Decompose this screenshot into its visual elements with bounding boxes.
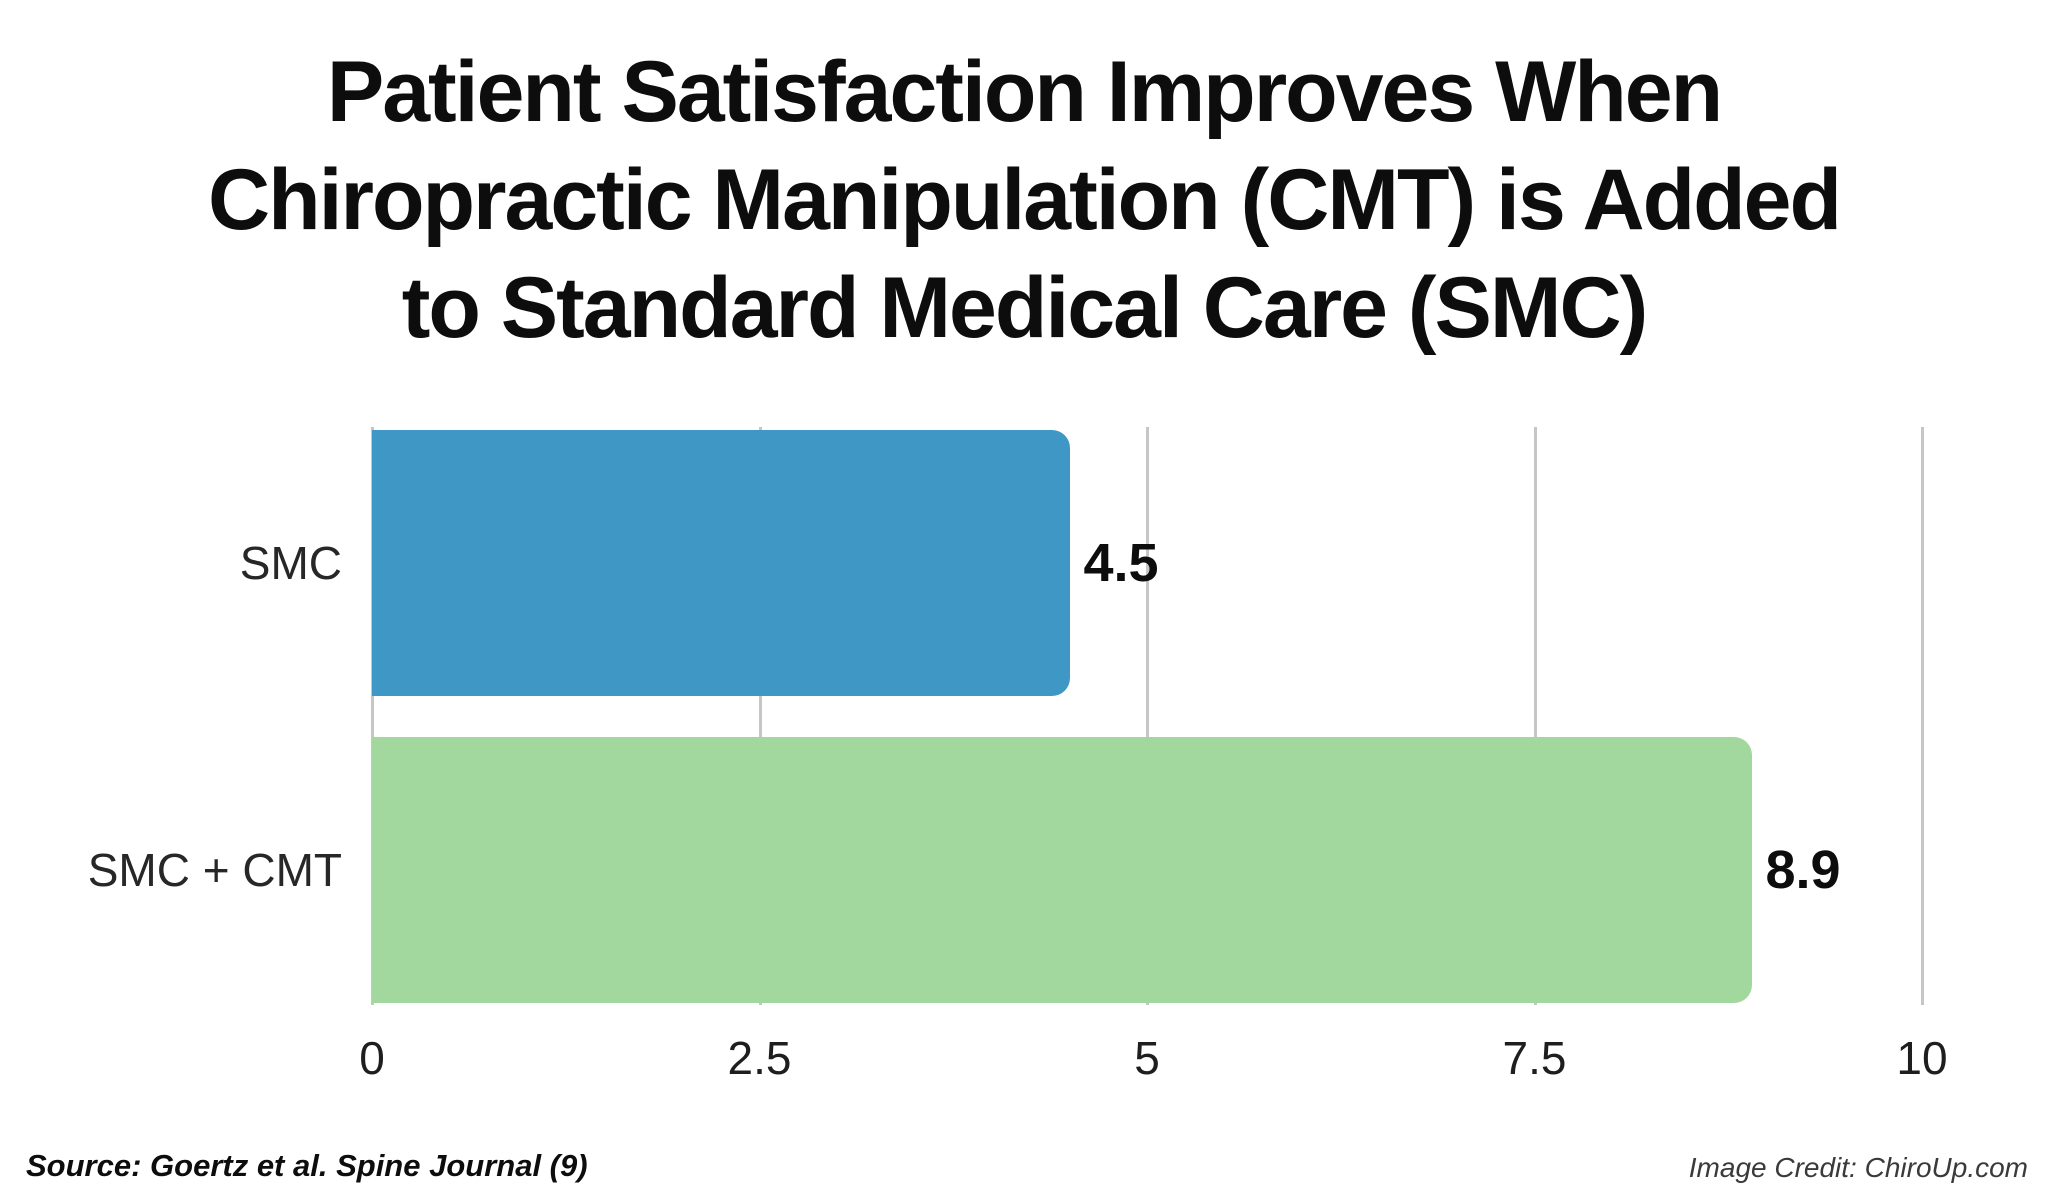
x-axis: 0 2.5 5 7.5 10 <box>359 1028 1947 1088</box>
gridline-0 <box>371 427 374 1005</box>
x-tick-label-5: 5 <box>1134 1032 1160 1084</box>
image-credit-text: Image Credit: ChiroUp.com <box>1688 1152 2028 1183</box>
x-tick-label-0: 0 <box>359 1032 385 1084</box>
bar-row-smc: 4.5 <box>372 430 1922 696</box>
source-text: Source: Goertz et al. Spine Journal (9) <box>26 1148 588 1183</box>
bar-row-smc-cmt: 8.9 <box>372 737 1922 1003</box>
chart-title-line-3: to Standard Medical Care (SMC) <box>401 260 1649 356</box>
gridline-5 <box>1146 427 1149 1005</box>
chart-title: Patient Satisfaction Improves When Chiro… <box>0 38 2048 362</box>
gridline-10 <box>1921 427 1924 1005</box>
x-tick-label-7-5: 7.5 <box>1502 1032 1567 1084</box>
x-tick-label-2-5: 2.5 <box>727 1032 792 1084</box>
plot-area: 4.5 8.9 <box>371 427 1924 1005</box>
value-label-smc-cmt: 8.9 <box>1765 840 1841 900</box>
bar-smc <box>372 430 1070 696</box>
gridline-2-5 <box>758 427 762 1005</box>
chart-title-line-2: Chiropractic Manipulation (CMT) is Added <box>207 152 1842 248</box>
gridline-7-5 <box>1533 427 1537 1005</box>
x-tick-label-10: 10 <box>1896 1032 1948 1084</box>
chart-title-line-1: Patient Satisfaction Improves When <box>326 44 1723 140</box>
value-label-smc: 4.5 <box>1083 533 1159 593</box>
bar-smc-cmt <box>372 737 1752 1003</box>
category-label-smc: SMC <box>239 537 342 589</box>
category-label-smc-cmt: SMC + CMT <box>87 844 342 896</box>
